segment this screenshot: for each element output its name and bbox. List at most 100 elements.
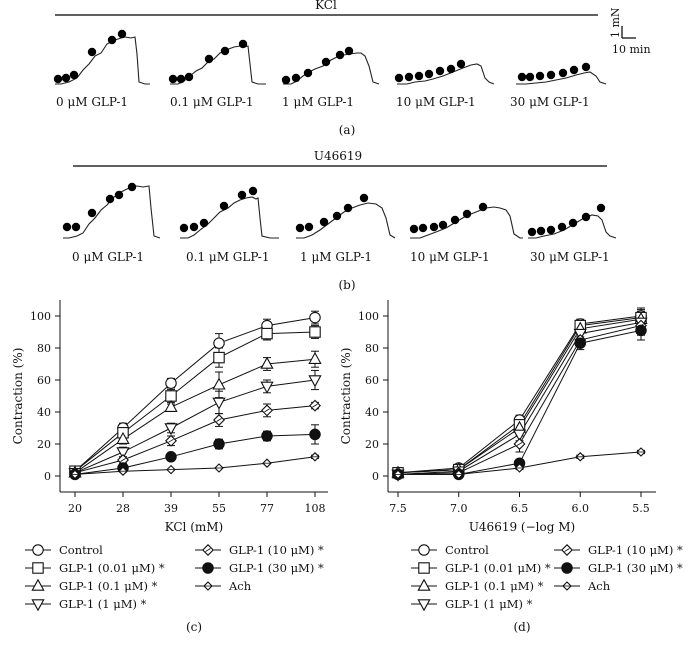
stimulus-dot [189,222,199,232]
stimulus-dot [281,75,291,85]
data-point [261,327,273,340]
data-point-inner [205,548,211,552]
stimulus-dot [303,68,313,78]
scale-time-label: 10 min [612,43,651,56]
stimulus-dot [435,66,445,76]
data-point [261,430,273,442]
data-point [164,399,178,412]
x-tick-label: 5.5 [632,502,650,515]
stimulus-dot [546,70,556,80]
chart-d: 0 20 40 60 80 100 7.5 7.0 6.5 6.0 5.5 U46619 (−log … [339,300,683,634]
stimulus-dot [179,223,189,233]
x-tick-label: 77 [260,502,274,515]
data-point [308,351,322,364]
series-line [398,329,642,475]
stimulus-dot [304,222,314,232]
y-tick-label: 60 [37,374,51,387]
stimulus-dot [450,215,460,225]
stimulus-dot [525,72,535,82]
stimulus-dot [344,46,354,56]
data-point-inner [564,548,570,552]
stimulus-dot [69,70,79,80]
stimulus-dot [87,47,97,57]
legend-label: Ach [228,579,252,593]
stimulus-dot [53,74,63,84]
x-tick-label: 108 [305,502,326,515]
trace-label: 10 μM GLP-1 [410,250,490,264]
stimulus-dot [456,59,466,69]
stimulus-dot [446,64,456,74]
y-tick-label: 60 [365,374,379,387]
panel-b-stimulus-label: U46619 [314,149,362,163]
data-point [309,326,321,338]
data-point [116,431,130,444]
y-tick-label: 100 [358,310,379,323]
legend-label: Control [445,543,489,557]
stimulus-dot [219,201,229,211]
panel-a-label: (a) [339,123,356,137]
stimulus-dot [517,72,527,82]
stimulus-dot [478,202,488,212]
data-point [418,562,430,574]
data-point [213,337,225,349]
x-tick-label: 6.5 [511,502,529,515]
stimulus-dot [414,71,424,81]
trace-label: 30 μM GLP-1 [530,250,610,264]
trace-label: 30 μM GLP-1 [510,95,590,109]
legend-label: Ach [587,579,611,593]
legend-label: GLP-1 (30 μM) * [229,561,324,575]
stimulus-dot [429,222,439,232]
data-point [116,447,130,460]
stimulus-dot [568,218,578,228]
legend-label: Control [59,543,103,557]
data-point [212,397,226,410]
x-tick-label: 20 [68,502,82,515]
trace-label: 0 μM GLP-1 [56,95,128,109]
panel-b-label: (b) [338,278,355,292]
data-point [260,356,274,369]
stimulus-dot [105,194,115,204]
stimulus-dot [61,73,71,83]
legend-label: GLP-1 (0.01 μM) * [59,561,165,575]
legend-label: GLP-1 (30 μM) * [588,561,683,575]
data-point [213,351,225,364]
stimulus-dot [114,190,124,200]
stimulus-dot [462,209,472,219]
data-point [164,423,178,436]
data-point [31,578,45,591]
x-tick-label: 39 [164,502,178,515]
y-tick-label: 80 [37,342,51,355]
stimulus-dot [546,225,556,235]
data-point [417,578,431,591]
trace-label: 1 μM GLP-1 [282,95,354,109]
data-point [31,599,45,612]
x-axis-title: U46619 (−log M) [469,520,575,534]
panel-a-stimulus-label: KCl [315,0,337,12]
x-axis-title: KCl (mM) [165,520,224,534]
stimulus-dot [558,68,568,78]
x-tick-label: 6.0 [572,502,590,515]
data-point [417,599,431,612]
y-tick-label: 20 [365,438,379,451]
data-point [202,562,214,574]
data-point-inner [312,403,318,408]
stimulus-dot [176,74,186,84]
stimulus-dot [184,72,194,82]
stimulus-dot [87,208,97,218]
stimulus-dot [394,73,404,83]
chart-c: 0 20 40 60 80 100 20 28 39 55 77 108 KCl (mM) Contrac… [11,300,328,634]
trace-label: 10 μM GLP-1 [396,95,476,109]
trace-label: 0 μM GLP-1 [72,250,144,264]
stimulus-dot [596,203,606,213]
data-point [213,438,225,450]
y-tick-label: 80 [365,342,379,355]
stimulus-dot [220,46,230,56]
legend-label: GLP-1 (1 μM) * [445,597,533,611]
stimulus-dot [319,217,329,227]
y-tick-label: 40 [365,406,379,419]
y-axis-title: Contraction (%) [339,348,353,445]
data-point [561,562,573,574]
data-point [574,337,586,349]
stimulus-dot [117,29,127,39]
stimulus-dot [238,39,248,49]
